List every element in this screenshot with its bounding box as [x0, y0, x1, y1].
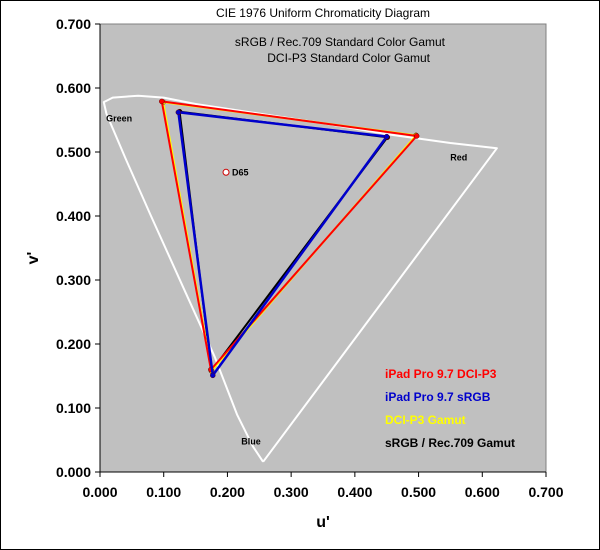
x-tick-label: 0.100 [146, 484, 181, 500]
gamut-series-layer [159, 98, 420, 379]
gamut-vertex-point [383, 133, 390, 140]
x-axis-label: u' [316, 514, 330, 531]
y-tick-label: 0.300 [56, 272, 91, 288]
region-label-green: Green [106, 113, 132, 123]
y-tick-label: 0.500 [56, 144, 91, 160]
legend-entry: iPad Pro 9.7 sRGB [385, 390, 491, 404]
y-axis-label: v' [25, 252, 42, 265]
y-tick-label: 0.100 [56, 400, 91, 416]
x-tick-label: 0.500 [401, 484, 436, 500]
gamut-vertex-point [413, 133, 420, 139]
gamut-vertex-point [175, 109, 182, 116]
x-tick-label: 0.300 [274, 484, 309, 500]
plot-area [99, 23, 547, 473]
x-tick-label: 0.000 [82, 484, 117, 500]
y-tick-label: 0.200 [56, 336, 91, 352]
chart-title: CIE 1976 Uniform Chromaticity Diagram [216, 6, 430, 20]
region-label-red: Red [450, 152, 467, 162]
gamut-vertex-point [210, 372, 216, 379]
labels-layer: D65 Green Red Blue iPad Pro 9.7 DCI-P3 iPad P… [106, 113, 515, 450]
x-tick-label: 0.700 [528, 484, 563, 500]
gamut-triangle [177, 111, 388, 377]
chart-subtitle-dcip3: DCI-P3 Standard Color Gamut [267, 51, 430, 65]
axes: 0.000 0.100 0.200 0.300 0.400 0.500 0.600 0.700… [56, 16, 564, 500]
y-tick-label: 0.700 [56, 16, 91, 32]
y-tick-label: 0.400 [56, 208, 91, 224]
white-point-marker [222, 168, 230, 176]
legend-entry: sRGB / Rec.709 Gamut [385, 436, 515, 450]
y-tick-label: 0.600 [56, 80, 91, 96]
chart-subtitle-srgb: sRGB / Rec.709 Standard Color Gamut [235, 35, 446, 49]
gamut-vertex-point [159, 98, 165, 105]
x-tick-label: 0.600 [465, 484, 500, 500]
legend-entry: DCI-P3 Gamut [385, 413, 466, 427]
gamut-triangle [160, 100, 418, 371]
x-tick-label: 0.400 [337, 484, 372, 500]
white-point-label: D65 [232, 167, 249, 177]
legend-entry: iPad Pro 9.7 DCI-P3 [385, 367, 497, 381]
y-tick-label: 0.000 [56, 464, 91, 480]
x-tick-label: 0.200 [210, 484, 245, 500]
region-label-blue: Blue [241, 436, 261, 446]
